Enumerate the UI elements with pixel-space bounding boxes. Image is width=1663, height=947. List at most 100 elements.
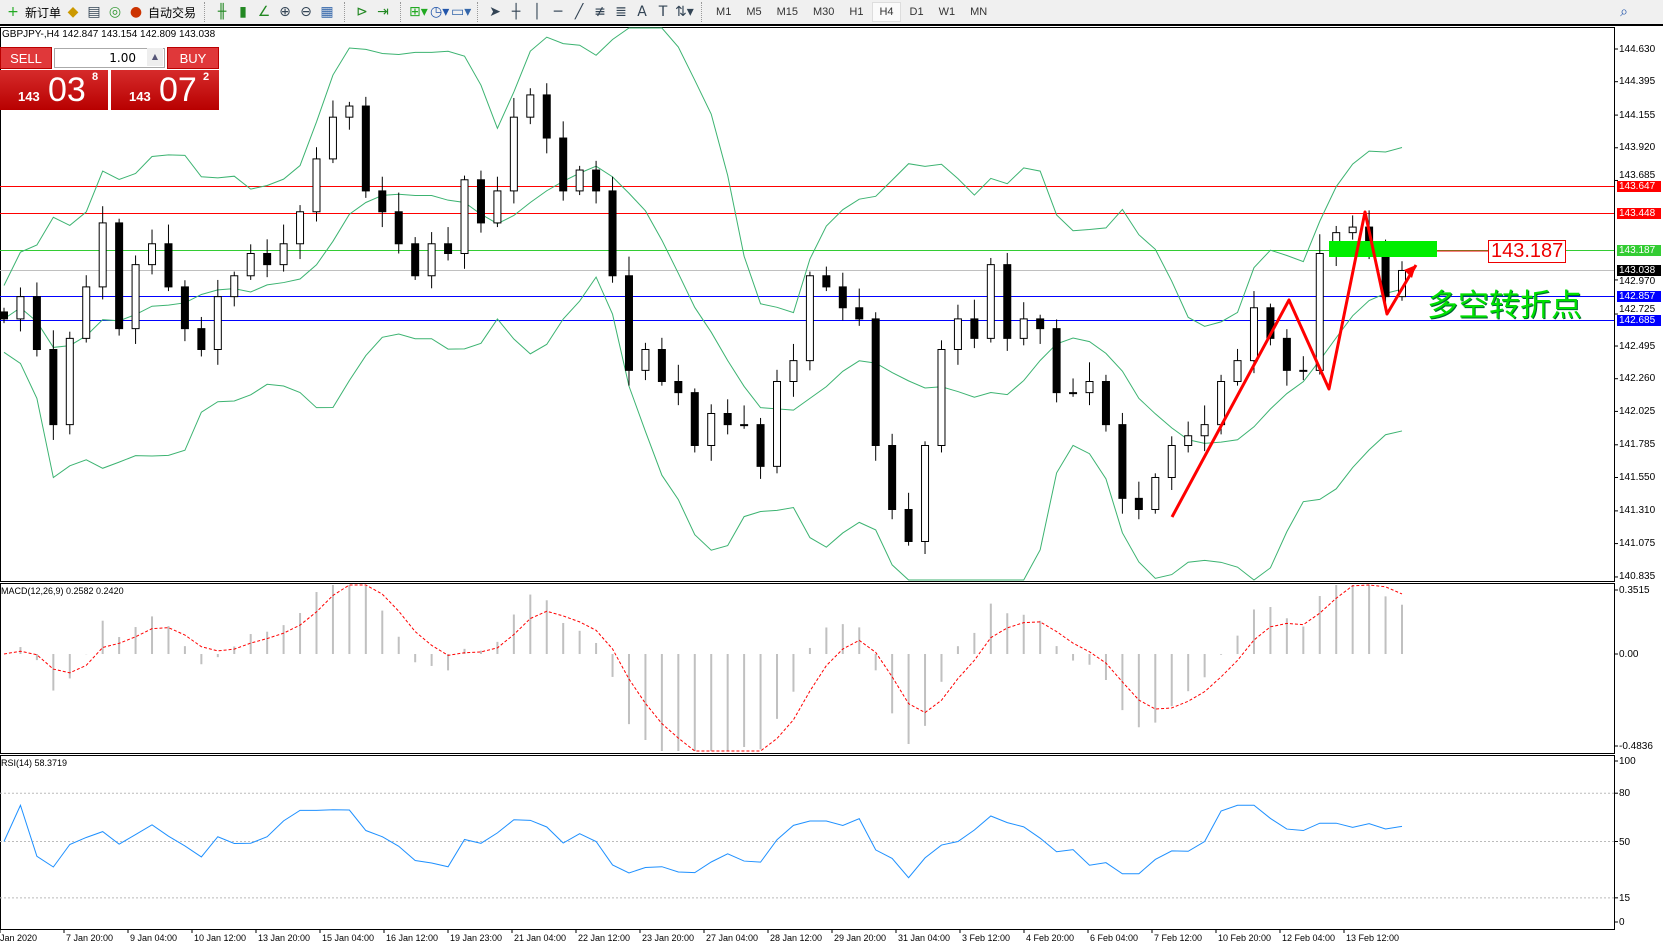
separator — [701, 2, 703, 22]
buy-price[interactable]: 143 07 2 — [111, 70, 219, 110]
candle — [148, 229, 157, 275]
new-order-icon[interactable]: + — [7, 4, 19, 20]
candle-body — [411, 243, 420, 277]
candle — [32, 282, 41, 357]
candle — [690, 388, 699, 453]
metaeditor-icon[interactable]: ◆ — [67, 4, 79, 20]
buy-price-fraction: 2 — [203, 71, 210, 83]
timeframe-h4[interactable]: H4 — [872, 2, 901, 22]
fibonacci-icon[interactable]: ≢ — [594, 4, 606, 20]
candle — [1233, 348, 1242, 386]
price-tick-label: 142.725 — [1619, 304, 1656, 315]
candle-body — [1003, 264, 1012, 339]
candle-body — [394, 211, 403, 245]
sell-price[interactable]: 143 03 8 — [0, 70, 108, 110]
candle-body — [1118, 424, 1127, 499]
candle — [197, 316, 206, 357]
timeframe-d1[interactable]: D1 — [909, 6, 924, 18]
candle-body — [953, 318, 962, 351]
rsi-label: RSI(14) 58.3719 — [1, 758, 68, 768]
candle — [740, 405, 749, 429]
candle — [361, 96, 370, 198]
candle — [164, 224, 173, 292]
bollinger-lower — [3, 276, 1403, 581]
candle-body — [131, 264, 140, 330]
date-label: 7 Feb 12:00 — [1154, 933, 1203, 943]
horizontal-line-icon[interactable]: ─ — [553, 4, 563, 20]
candle-body — [838, 286, 847, 309]
autoscroll-icon[interactable]: ⊳ — [356, 4, 368, 20]
trendline-icon[interactable]: ╱ — [574, 4, 584, 20]
timeframe-m1[interactable]: M1 — [716, 6, 732, 18]
arrows-icon[interactable]: ⇅▾ — [675, 4, 694, 20]
chart-shift-icon[interactable]: ⇥ — [377, 4, 389, 20]
candle — [246, 244, 255, 280]
sell-price-big: 143 — [18, 89, 40, 104]
label-icon[interactable]: T — [658, 4, 668, 20]
candle — [986, 257, 995, 343]
templates-icon[interactable]: ▭▾ — [451, 4, 472, 20]
candlestick-icon[interactable]: ▮ — [239, 4, 247, 20]
candle-body — [312, 158, 321, 213]
candle-body — [82, 286, 91, 339]
fib-fan-icon[interactable]: ≣ — [615, 4, 627, 20]
bar-chart-icon[interactable]: ╫ — [217, 4, 227, 20]
indicators-icon[interactable]: ⊞▾ — [409, 4, 428, 20]
history-icon[interactable]: ▤ — [87, 4, 101, 20]
auto-trading-button[interactable]: 自动交易 — [148, 5, 197, 20]
candle-body — [328, 116, 337, 160]
arrow-head — [1404, 265, 1416, 278]
zoom-out-icon[interactable]: ⊖ — [300, 4, 312, 20]
text-icon[interactable]: A — [637, 4, 647, 20]
price-tick-label: 142.260 — [1619, 373, 1656, 384]
candle — [1184, 421, 1193, 453]
date-label: 3 Feb 12:00 — [962, 933, 1011, 943]
candle — [707, 404, 716, 461]
search-icon[interactable]: ⌕ — [1620, 4, 1628, 20]
candle — [460, 175, 469, 269]
auto-trading-icon[interactable]: ● — [129, 4, 143, 20]
candle — [592, 160, 601, 204]
tile-windows-icon[interactable]: ▦ — [320, 4, 334, 20]
panel-frame-1 — [0, 583, 1615, 754]
candle-body — [427, 243, 436, 277]
zoom-in-icon[interactable]: ⊕ — [279, 4, 291, 20]
turning-point-note[interactable]: 多空转折点 — [1427, 288, 1582, 324]
timeframe-m30[interactable]: M30 — [813, 6, 835, 18]
new-order-button[interactable]: 新订单 — [25, 5, 62, 20]
candle-body — [279, 243, 288, 266]
candle — [756, 417, 765, 479]
vertical-line-icon[interactable]: │ — [532, 4, 542, 20]
macd-tick-label: -0.4836 — [1619, 741, 1653, 752]
candle-body — [444, 243, 453, 255]
cursor-icon[interactable]: ➤ — [489, 4, 501, 20]
rsi-tick-label: 15 — [1619, 892, 1631, 904]
timeframe-w1[interactable]: W1 — [938, 6, 956, 18]
timeframe-m5[interactable]: M5 — [746, 6, 762, 18]
timeframe-mn[interactable]: MN — [970, 6, 988, 18]
lot-size-input[interactable]: 1.00 — [54, 48, 165, 68]
candle — [822, 266, 831, 292]
candle — [180, 280, 189, 342]
line-chart-icon[interactable]: ∠ — [257, 4, 271, 20]
candle — [953, 304, 962, 365]
timeframe-m15[interactable]: M15 — [776, 6, 798, 18]
lot-increase-button[interactable]: ▲ — [147, 48, 163, 66]
timeframe-h1[interactable]: H1 — [849, 6, 864, 18]
candle-body — [1019, 318, 1028, 339]
candle-body — [904, 508, 913, 542]
candle-body — [296, 211, 305, 245]
candle — [378, 176, 387, 228]
sell-button[interactable]: SELL — [0, 47, 52, 69]
periods-icon[interactable]: ◷▾ — [430, 4, 450, 20]
buy-button[interactable]: BUY — [167, 47, 219, 69]
crosshair-icon[interactable]: ┼ — [511, 4, 521, 20]
price-callout[interactable]: 143.187 — [1488, 240, 1567, 263]
candle-body — [1085, 380, 1094, 394]
candle — [476, 170, 485, 233]
signals-icon[interactable]: ◎ — [108, 4, 122, 20]
bollinger-upper — [3, 27, 1403, 327]
price-tick-label: 141.785 — [1619, 439, 1656, 450]
level-tag-143.038: 143.038 — [1617, 265, 1661, 276]
